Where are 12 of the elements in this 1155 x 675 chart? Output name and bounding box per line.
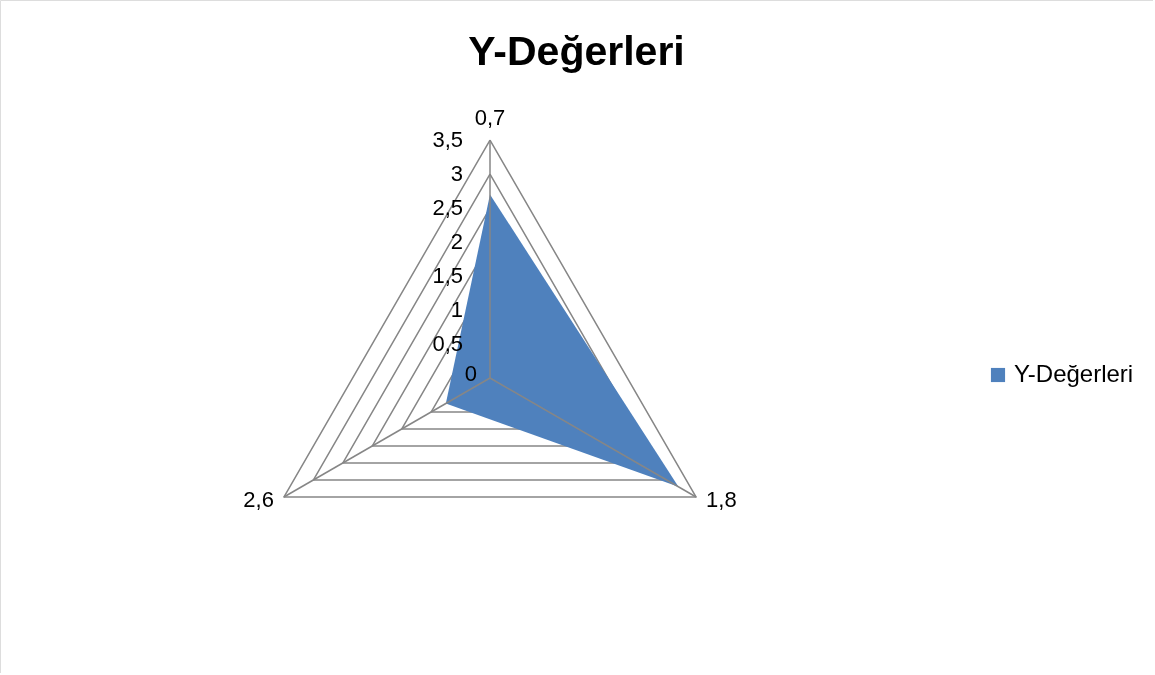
y-tick-label: 1,5 [432, 263, 463, 288]
chart-title: Y-Değerleri [468, 28, 685, 74]
y-tick-label: 3 [450, 161, 463, 186]
y-tick-label: 0 [464, 361, 477, 386]
y-tick-label: 2 [450, 229, 463, 254]
y-tick-label: 1 [450, 297, 463, 322]
spoke-label: 0,7 [474, 105, 506, 130]
y-tick-label: 3,5 [432, 127, 463, 152]
legend-label: Y-Değerleri [1014, 360, 1134, 387]
spoke-label: 2,6 [243, 487, 274, 512]
spoke-label: 1,8 [706, 487, 737, 512]
y-tick-label: 2,5 [432, 195, 463, 220]
